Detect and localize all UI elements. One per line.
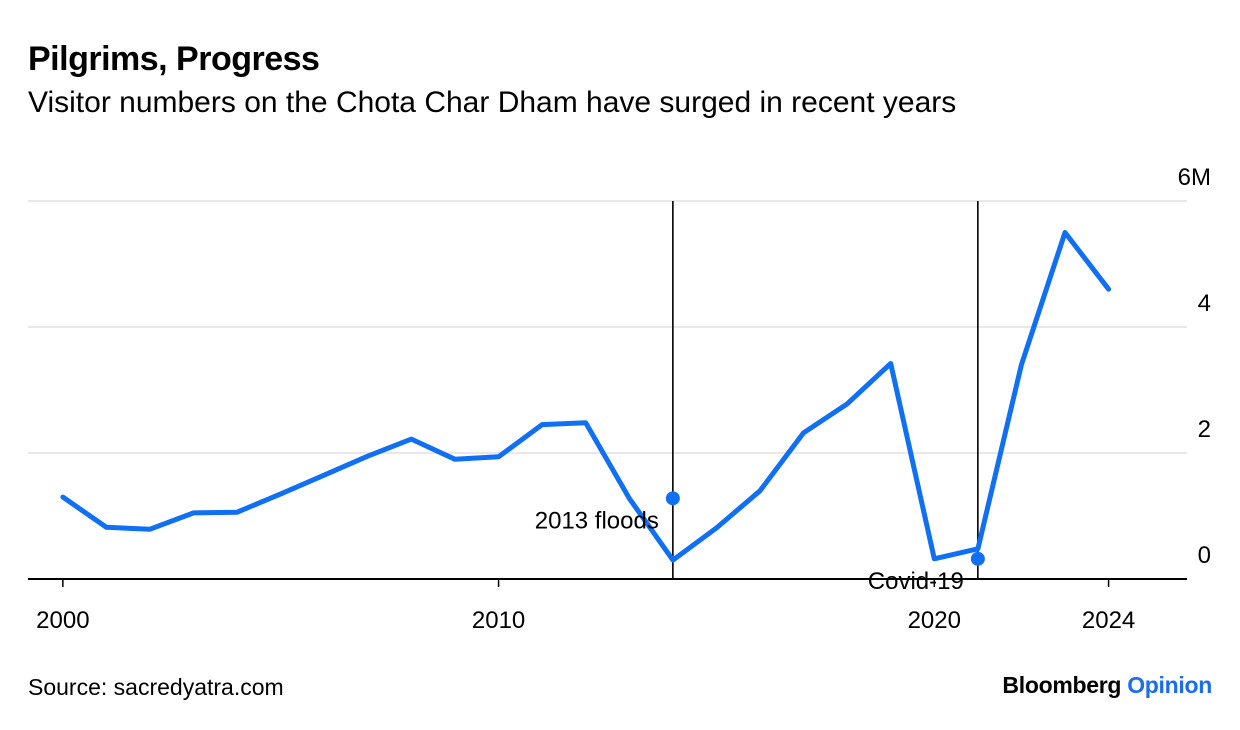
x-tick-label: 2024 bbox=[1082, 607, 1135, 634]
annotation-label: Covid-19 bbox=[868, 568, 964, 595]
x-tick-label: 2010 bbox=[472, 607, 525, 634]
chart-subtitle: Visitor numbers on the Chota Char Dham h… bbox=[28, 86, 957, 119]
series-line bbox=[60, 230, 1112, 563]
y-tick-label: 4 bbox=[1198, 290, 1211, 317]
y-tick-label: 2 bbox=[1198, 416, 1211, 443]
source-note: Source: sacredyatra.com bbox=[28, 674, 284, 700]
brand-logo: Bloomberg Opinion bbox=[1002, 672, 1212, 699]
y-tick-label: 0 bbox=[1198, 542, 1211, 569]
y-tick-label: 6M bbox=[1178, 164, 1211, 191]
x-tick-label: 2000 bbox=[36, 607, 89, 634]
annotation-label: 2013 floods bbox=[535, 507, 659, 534]
annotation-marker bbox=[665, 491, 680, 506]
brand-primary: Bloomberg bbox=[1002, 672, 1122, 698]
x-tick-label: 2020 bbox=[908, 607, 961, 634]
annotation-marker bbox=[970, 551, 985, 566]
brand-secondary: Opinion bbox=[1127, 672, 1212, 698]
chart-title: Pilgrims, Progress bbox=[28, 40, 320, 78]
